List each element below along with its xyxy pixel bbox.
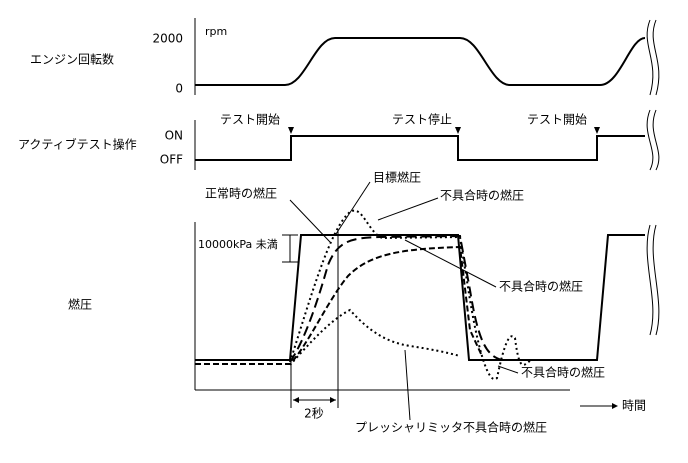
time-arrow-head [612, 403, 618, 409]
row-label: アクティブテスト操作 [18, 137, 137, 152]
axis-label: 0 [175, 82, 183, 96]
test-signal [195, 135, 645, 161]
annotation: 2秒 [304, 407, 324, 421]
event-label: テスト開始 [527, 113, 587, 127]
annotation: 不具合時の燃圧 [521, 365, 605, 380]
leader-line [289, 181, 519, 421]
annotation: 10000kPa 未満 [198, 238, 278, 251]
target-pressure [195, 234, 645, 361]
annotation: 不具合時の燃圧 [440, 188, 524, 203]
row-label: エンジン回転数 [30, 52, 114, 67]
axis-label: 2000 [152, 32, 183, 46]
annotation: プレッシャリミッタ不具合時の燃圧 [355, 420, 547, 435]
annotation: 不具合時の燃圧 [499, 279, 583, 294]
break-mark [646, 19, 660, 336]
axis-label: ON [165, 129, 183, 143]
time-label: 時間 [622, 399, 646, 413]
event-marker [288, 127, 600, 134]
limiter-pressure [289, 308, 461, 366]
normal-pressure [289, 234, 503, 363]
unit-label: rpm [205, 25, 227, 38]
engine-speed-curve [195, 37, 646, 86]
event-label: テスト開始 [220, 113, 280, 127]
event-label: テスト停止 [392, 112, 452, 127]
row-label: 燃圧 [68, 297, 92, 312]
fault-pressure [289, 209, 533, 381]
annotation: 正常時の燃圧 [205, 186, 277, 201]
fault-pressure [195, 245, 483, 365]
axis-label: OFF [160, 153, 183, 167]
annotation: 目標燃圧 [373, 170, 421, 185]
